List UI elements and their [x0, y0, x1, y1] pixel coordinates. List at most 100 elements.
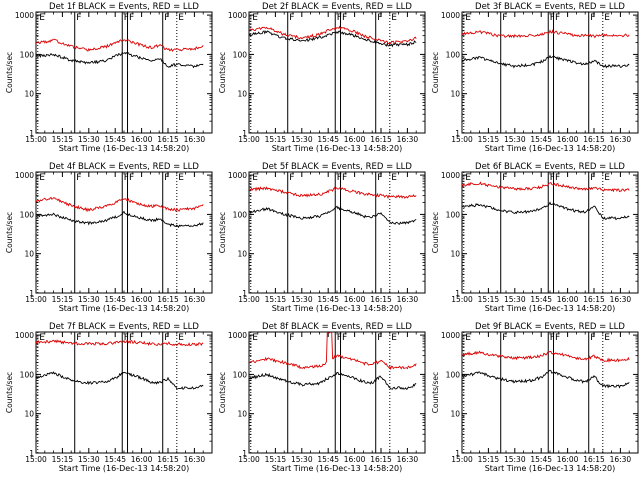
- y-axis-label: Counts/sec: [431, 52, 440, 93]
- y-tick-label: 1: [242, 289, 247, 298]
- interval-label-F: F: [164, 13, 169, 23]
- interval-label-F: F: [555, 173, 560, 183]
- x-tick-label: 16:30: [184, 135, 206, 144]
- x-tick-label: 15:30: [78, 295, 100, 304]
- interval-label-E: E: [465, 13, 471, 23]
- x-tick-label: 15:15: [478, 455, 500, 464]
- x-tick-label: 16:15: [157, 455, 179, 464]
- y-axis-label: Counts/sec: [431, 372, 440, 413]
- x-tick-label: 15:15: [52, 135, 74, 144]
- x-tick-label: 16:30: [397, 295, 419, 304]
- x-axis-label: Start Time (16-Dec-13 14:58:20): [272, 304, 403, 313]
- interval-label-F: F: [590, 333, 595, 343]
- y-tick-label: 1000: [228, 331, 247, 340]
- y-tick-label: 10: [24, 250, 34, 259]
- interval-label-F: F: [76, 333, 81, 343]
- interval-label-E: E: [178, 333, 184, 343]
- interval-label-E: E: [465, 333, 471, 343]
- interval-label-F: F: [342, 13, 347, 23]
- interval-label-F: F: [124, 333, 129, 343]
- x-tick-label: 16:00: [131, 135, 153, 144]
- x-tick-label: 15:00: [451, 295, 473, 304]
- series-line-events: [249, 371, 417, 390]
- y-tick-label: 1000: [441, 11, 460, 20]
- x-tick-label: 15:15: [478, 295, 500, 304]
- interval-label-F: F: [590, 13, 595, 23]
- x-tick-label: 16:00: [557, 295, 579, 304]
- interval-label-E: E: [604, 333, 610, 343]
- panel-5: Det 5f BLACK = Events, RED = LLD 1 10 100 10…: [218, 162, 426, 313]
- x-tick-label: 15:00: [238, 295, 260, 304]
- panel-9: Det 9f BLACK = Events, RED = LLD 1 10 100 10…: [431, 322, 639, 473]
- x-tick-label: 16:30: [610, 455, 632, 464]
- x-tick-label: 15:45: [317, 295, 339, 304]
- series-line-lld: [249, 25, 417, 45]
- interval-label-F: F: [550, 333, 555, 343]
- x-tick-label: 15:15: [265, 135, 287, 144]
- x-tick-label: 16:30: [184, 455, 206, 464]
- interval-label-F: F: [502, 173, 507, 183]
- y-tick-label: 100: [233, 50, 248, 59]
- x-tick-label: 16:30: [397, 455, 419, 464]
- interval-label-E: E: [604, 13, 610, 23]
- interval-label-F: F: [129, 333, 134, 343]
- interval-label-E: E: [604, 173, 610, 183]
- y-tick-label: 100: [20, 50, 35, 59]
- panel-6: Det 6f BLACK = Events, RED = LLD 1 10 100 10…: [431, 162, 639, 313]
- series-line-events: [249, 30, 417, 48]
- series-line-events: [249, 205, 417, 225]
- y-tick-label: 100: [233, 370, 248, 379]
- x-tick-label: 15:00: [238, 455, 260, 464]
- x-tick-label: 16:15: [583, 295, 605, 304]
- series-line-lld: [462, 350, 630, 363]
- x-tick-label: 16:30: [610, 295, 632, 304]
- y-tick-label: 10: [237, 410, 247, 419]
- x-axis-label: Start Time (16-Dec-13 14:58:20): [59, 304, 190, 313]
- interval-label-E: E: [178, 173, 184, 183]
- x-axis-label: Start Time (16-Dec-13 14:58:20): [485, 144, 616, 153]
- panel-title: Det 6f BLACK = Events, RED = LLD: [475, 162, 625, 172]
- y-tick-label: 1: [455, 289, 460, 298]
- series-line-lld: [36, 196, 204, 213]
- y-tick-label: 1000: [228, 171, 247, 180]
- x-axis-label: Start Time (16-Dec-13 14:58:20): [59, 464, 190, 473]
- x-tick-label: 15:15: [52, 295, 74, 304]
- x-axis-label: Start Time (16-Dec-13 14:58:20): [485, 304, 616, 313]
- interval-label-F: F: [555, 13, 560, 23]
- x-tick-label: 16:00: [131, 455, 153, 464]
- interval-label-E: E: [39, 13, 45, 23]
- interval-label-E: E: [391, 173, 397, 183]
- axes-frame: [35, 171, 213, 294]
- x-tick-label: 15:30: [78, 135, 100, 144]
- x-tick-label: 16:15: [370, 135, 392, 144]
- panel-7: Det 7f BLACK = Events, RED = LLD 1 10 100 10…: [5, 322, 213, 473]
- y-tick-label: 100: [446, 50, 461, 59]
- x-tick-label: 16:15: [157, 135, 179, 144]
- interval-label-F: F: [377, 333, 382, 343]
- y-tick-label: 1000: [441, 171, 460, 180]
- x-tick-label: 16:30: [184, 295, 206, 304]
- interval-label-F: F: [550, 13, 555, 23]
- y-tick-label: 100: [446, 210, 461, 219]
- interval-label-F: F: [555, 333, 560, 343]
- panel-title: Det 3f BLACK = Events, RED = LLD: [475, 2, 625, 12]
- series-line-lld: [462, 29, 630, 39]
- interval-label-F: F: [337, 173, 342, 183]
- y-tick-label: 1: [242, 449, 247, 458]
- x-axis-label: Start Time (16-Dec-13 14:58:20): [272, 144, 403, 153]
- series-line-lld: [36, 38, 204, 52]
- interval-label-F: F: [337, 333, 342, 343]
- interval-label-E: E: [252, 173, 258, 183]
- y-tick-label: 10: [237, 250, 247, 259]
- x-tick-label: 16:15: [370, 295, 392, 304]
- interval-label-E: E: [252, 333, 258, 343]
- x-tick-label: 15:30: [504, 135, 526, 144]
- x-tick-label: 15:45: [317, 135, 339, 144]
- x-tick-label: 16:15: [583, 135, 605, 144]
- x-tick-label: 15:45: [104, 295, 126, 304]
- series-line-lld: [249, 186, 417, 200]
- series-line-events: [462, 369, 630, 389]
- x-tick-label: 15:45: [104, 455, 126, 464]
